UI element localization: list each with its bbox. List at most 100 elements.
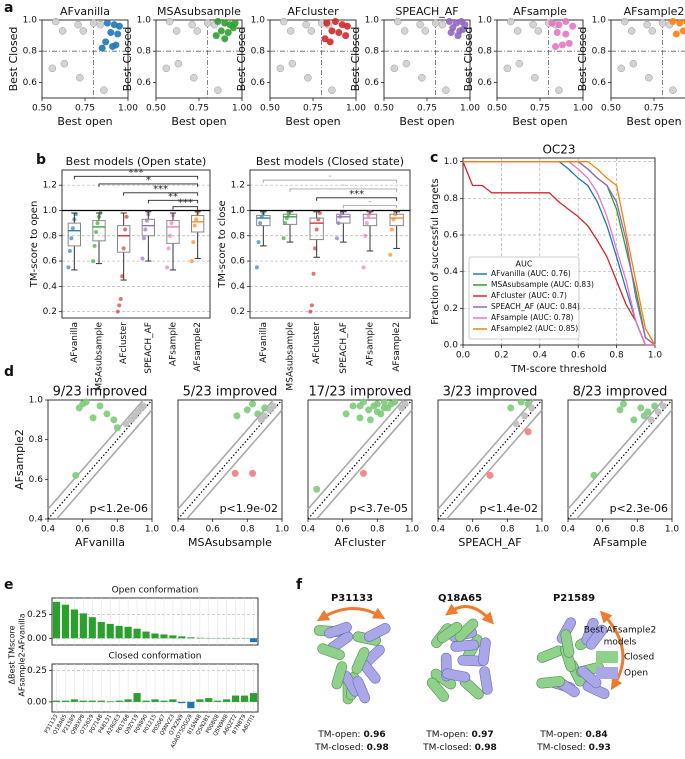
x-axis-label: AFvanilla [75,536,125,549]
x-tick-label: 0.6 [336,525,351,535]
x-tick-label: 0.8 [500,525,515,535]
bar [97,621,105,639]
y-tick-label: 0.6 [592,78,607,88]
y-tick-label: 0.8 [137,47,152,57]
chart-title: 17/23 improved [308,385,411,400]
x-axis-label: Best open [57,115,112,128]
box [282,213,298,225]
tm-open-value: 0.84 [585,730,607,740]
x-tick-label: 0.8 [609,351,624,361]
helix [477,637,491,666]
plot-frame [610,19,685,99]
point [141,236,146,241]
tm-open-label: TM-open: [539,730,582,740]
y-tick-label: 0.2 [231,307,245,317]
y-tick-label: 0.8 [365,47,380,57]
band-line [567,399,664,510]
plot-frame [61,169,211,319]
y-tick-label: 1.0 [478,16,493,26]
bar [205,698,213,702]
point [486,471,494,479]
point [311,271,316,276]
point [308,309,313,314]
x-axis-label: Best open [512,115,567,128]
significance-label: *** [153,184,168,195]
point [555,21,563,29]
x-axis-label: Best open [171,115,226,128]
point [94,229,99,234]
helix [363,623,391,642]
y-tick-label: 0.0 [444,341,459,351]
tm-closed: TM-closed: 0.98 [422,743,497,753]
x-tick-label: MSAsubsample [286,322,296,391]
x-axis-label: TM-score threshold [510,364,607,375]
y-tick-label: 0.6 [43,257,58,267]
x-tick-label: 1.00 [573,104,593,114]
legend-title: Best AFsample2 [584,626,657,636]
point [67,248,72,253]
tm-closed-value: 0.98 [475,743,497,753]
point [168,233,173,238]
y-tick-label: 0.4 [231,282,246,292]
point [617,64,626,73]
point [659,402,667,410]
y-tick-label: 0.25 [27,610,47,620]
point [113,424,121,432]
point [459,25,467,33]
chart-title: Closed conformation [109,652,202,662]
point [174,59,183,68]
box [362,213,378,227]
chart-title: AFsample2 [624,5,685,18]
bar [124,626,132,639]
plot-frame [383,19,471,99]
significance-label: - [342,180,346,191]
legend-label: AFsample (AUC: 0.78) [491,313,573,322]
point [507,17,515,26]
point [334,236,339,241]
bar [79,700,87,702]
x-tick-label: 0.4 [171,525,186,535]
bar [151,633,159,639]
p-value: p<1.2e-06 [90,502,148,515]
y-tick-label: 0.6 [251,78,266,88]
point [313,485,321,493]
significance-bracket [262,179,398,184]
point [231,469,239,477]
bar [70,699,78,702]
x-axis-label: SPEACH_AF [458,536,521,549]
helix [450,639,479,652]
point [621,17,629,26]
y-tick-label: 1.0 [137,16,152,26]
y-tick-label: 0.8 [43,231,58,241]
box [256,215,271,227]
band-line [47,399,144,510]
x-tick-label: 0.4 [431,525,446,535]
series-line [463,161,656,346]
point [203,19,212,27]
point [124,214,129,219]
point [166,246,171,251]
point [115,309,120,314]
point [643,20,651,29]
x-tick-label: 0.50 [487,104,507,114]
plot-frame [496,19,584,99]
point [380,398,388,406]
point [233,412,241,420]
plot-frame [462,157,656,346]
y-axis-label: AFsample2-AFvanilla [18,613,27,696]
point [569,22,577,30]
point [359,469,367,477]
point [637,404,645,412]
bar [106,623,114,639]
helix [352,676,371,704]
chart-title: 8/23 improved [573,385,668,400]
x-axis-label: Best open [626,115,681,128]
x-tick-label: 1.0 [665,525,680,535]
y-axis-label: Best Closed [576,27,589,92]
x-tick-label: 0.75 [303,104,323,114]
bar [223,699,231,702]
x-tick-label: AFvanilla [259,322,269,363]
point [98,44,106,52]
bar [70,609,78,639]
point [529,20,537,29]
